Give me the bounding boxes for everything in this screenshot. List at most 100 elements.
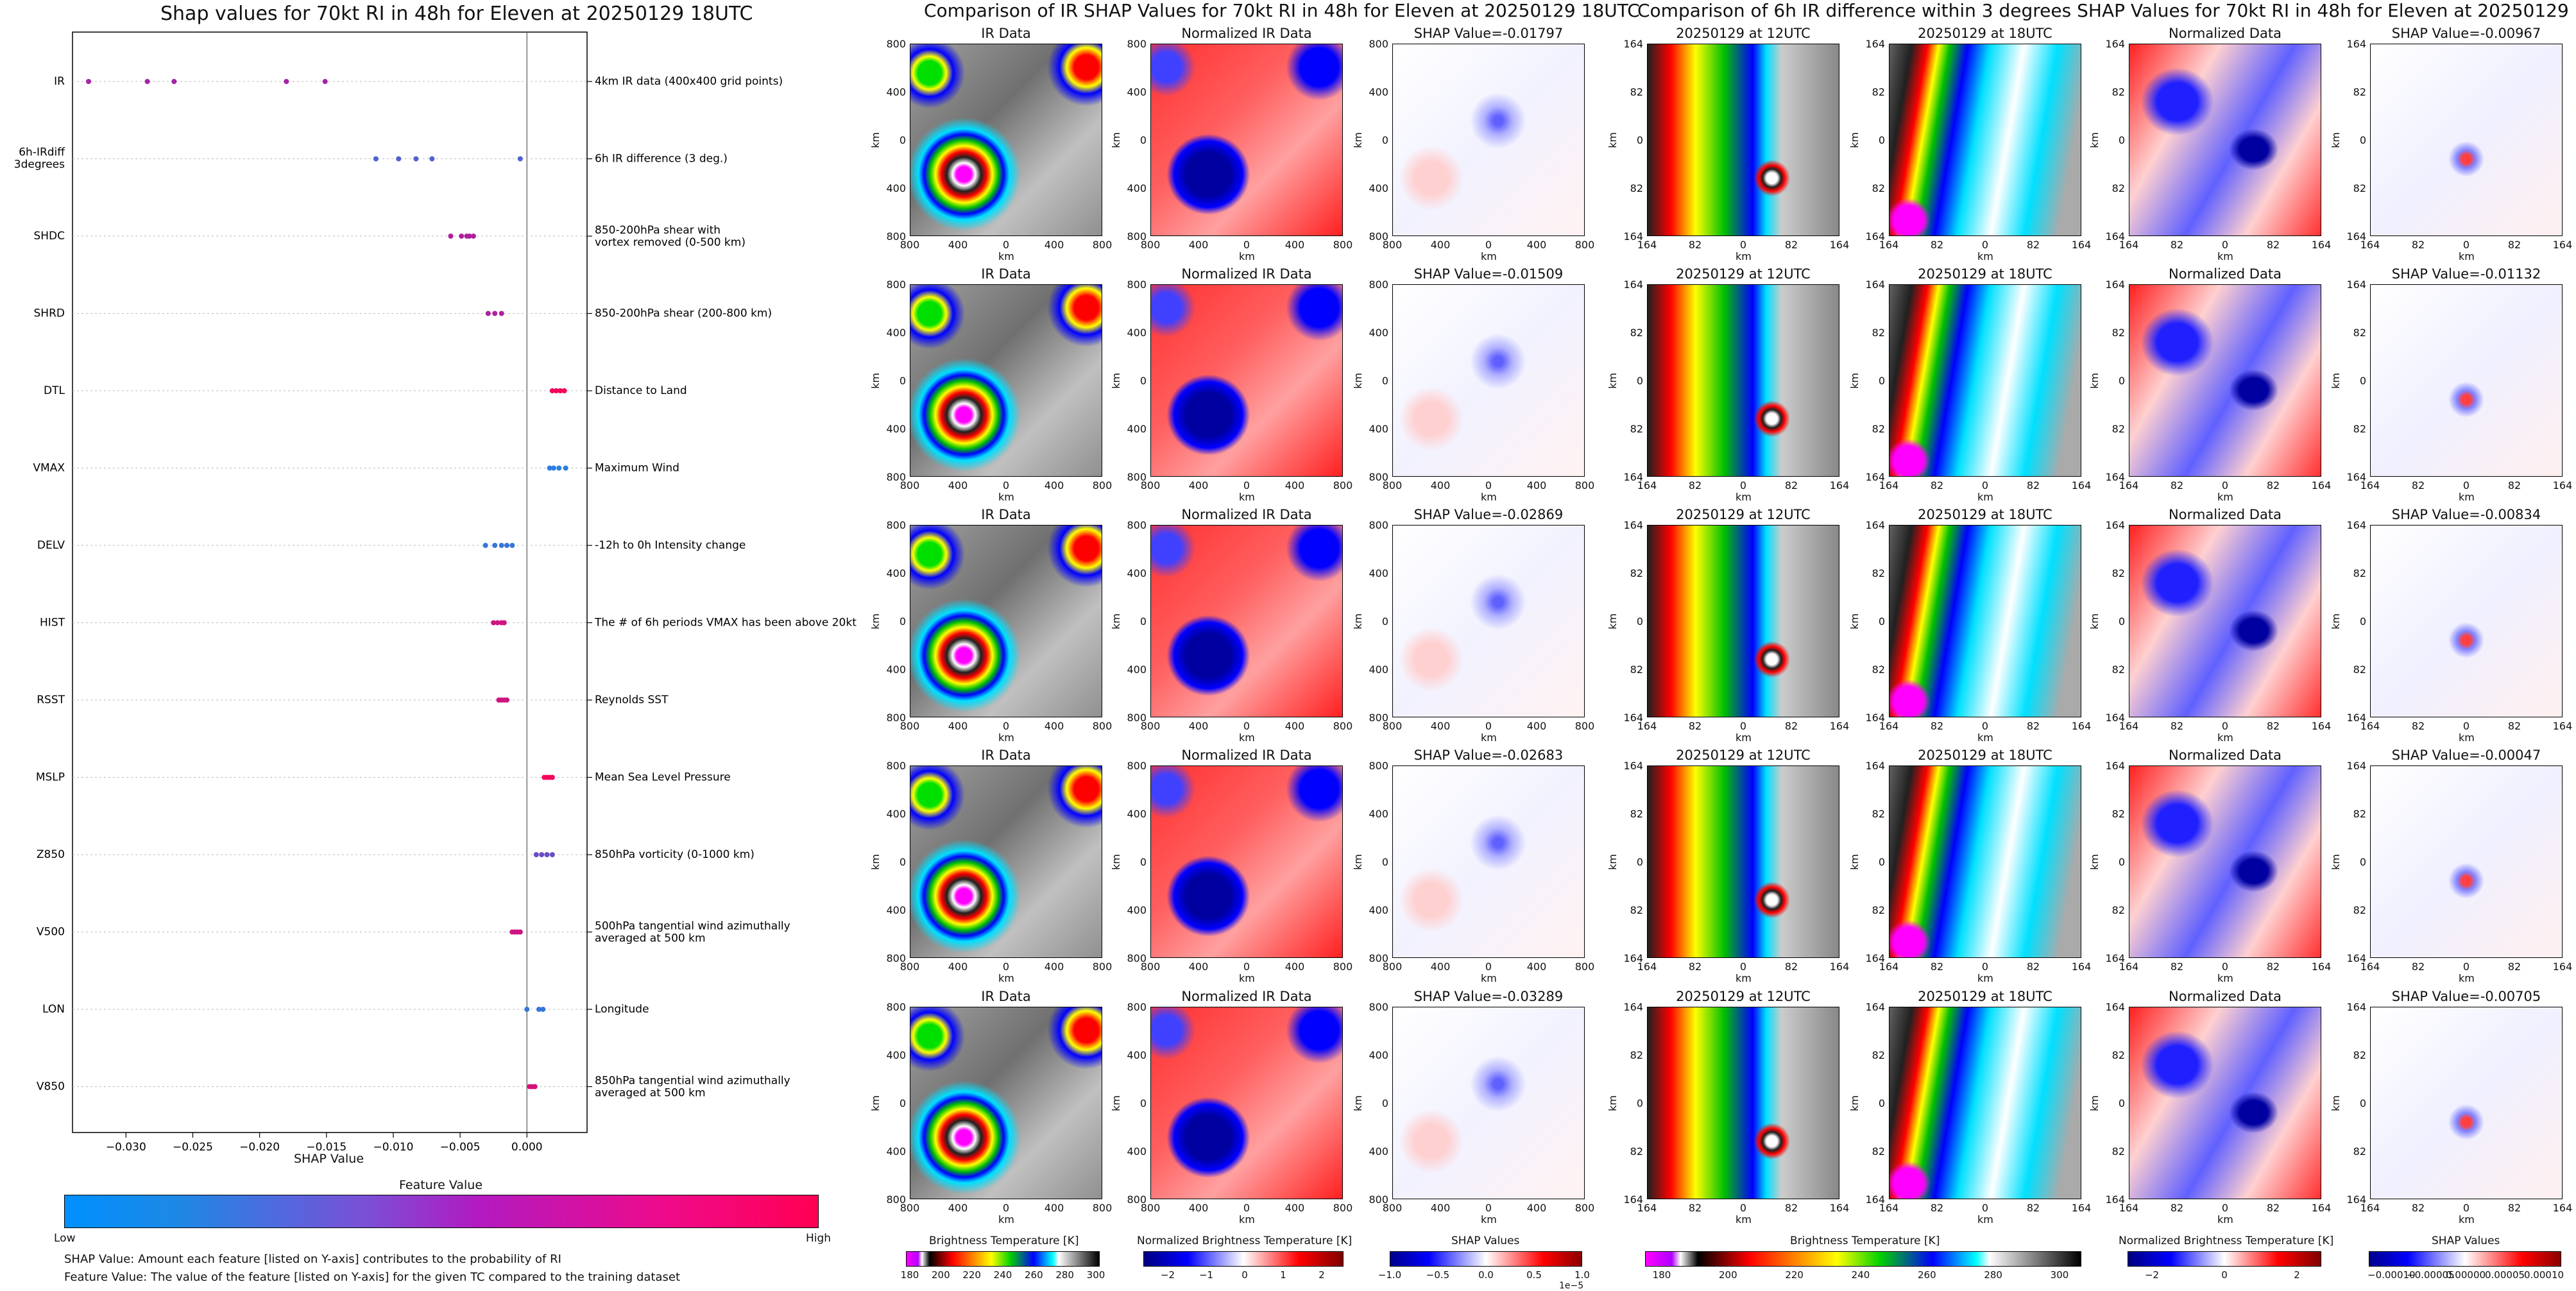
colorbar-tick-label: 0.0 [1478, 1269, 1494, 1281]
x-tick-label: 82 [2170, 239, 2184, 251]
y-axis-label: km [2329, 373, 2342, 389]
x-axis-label: km [1736, 250, 1752, 262]
x-tick-label: 82 [2266, 1202, 2280, 1214]
x-tick-label: 164 [2119, 961, 2139, 973]
y-tick-label: 400 [886, 423, 906, 435]
panel-title: SHAP Value=-0.00967 [2391, 26, 2541, 41]
y-tick-label: 800 [1127, 1193, 1147, 1206]
x-tick-label: 82 [1784, 961, 1798, 973]
colorbar-tick-label: 0.5 [1526, 1269, 1542, 1281]
y-tick-label: 82 [2111, 86, 2125, 98]
x-tick-label: 164 [2071, 961, 2092, 973]
x-tick-label: 82 [2266, 961, 2280, 973]
y-tick-label: 164 [2105, 1001, 2125, 1013]
x-tick-label: 82 [2411, 720, 2425, 732]
image-panel [910, 525, 1102, 717]
x-tick-label: 82 [2026, 479, 2040, 492]
y-tick-label: 82 [2111, 182, 2125, 194]
y-tick-label: 800 [1127, 471, 1147, 483]
x-axis-label: km [1736, 731, 1752, 744]
x-tick-label: 164 [2552, 239, 2573, 251]
shap-point [482, 543, 488, 548]
x-tick-label: 82 [2411, 1202, 2425, 1214]
x-tick-label: 0 [1739, 239, 1747, 251]
ir-brightness-colorbar [906, 1251, 1100, 1267]
shap-point [549, 388, 555, 393]
x-tick-label: 164 [2360, 1202, 2380, 1214]
x-tick-label: 400 [1430, 1202, 1451, 1214]
y-tick-label: 82 [1630, 904, 1643, 916]
image-panel [2370, 284, 2563, 477]
image-panel [910, 1007, 1102, 1199]
x-axis-label: km [1977, 250, 1993, 262]
image-panel [2370, 44, 2563, 236]
shap-summary-title: Shap values for 70kt RI in 48h for Eleve… [160, 3, 753, 25]
y-tick-label: 164 [2105, 471, 2125, 483]
y-tick-label: 164 [2346, 278, 2366, 291]
shap-point [373, 156, 379, 162]
y-tick-label: 800 [1369, 230, 1388, 243]
x-tick-label: 800 [1092, 239, 1113, 251]
panel-title: 20250129 at 12UTC [1676, 266, 1811, 282]
y-tick-label: 82 [1630, 182, 1643, 194]
y-tick-label: 82 [2111, 423, 2125, 435]
x-tick-label: 800 [1574, 961, 1595, 973]
x-axis-label: km [998, 972, 1014, 984]
y-tick-label: 400 [1127, 567, 1147, 579]
colorbar-tick-label: 240 [1851, 1269, 1870, 1281]
x-tick-label: 164 [1879, 239, 1899, 251]
y-tick-label: 164 [1865, 1001, 1885, 1013]
irdiff-brightness-colorbar [1645, 1251, 2081, 1267]
panel-title: Normalized Data [2169, 989, 2282, 1004]
panel-title: SHAP Value=-0.01132 [2391, 266, 2541, 282]
y-tick-label: 82 [2353, 904, 2366, 916]
shap-point [517, 156, 523, 162]
x-tick-label: 800 [900, 961, 920, 973]
x-axis-label: km [1977, 972, 1993, 984]
x-tick-label: 164 [2311, 239, 2332, 251]
y-tick-label: 800 [1127, 1001, 1147, 1013]
x-axis-label: km [2459, 491, 2475, 503]
x-axis-label: km [998, 731, 1014, 744]
x-axis-label: km [998, 1213, 1014, 1226]
image-panel [1150, 44, 1343, 236]
feature-label: V500 [37, 926, 65, 939]
y-tick-label: 164 [1623, 712, 1643, 724]
shap-point [554, 388, 559, 393]
y-tick-label: 800 [1369, 1001, 1388, 1013]
panel-title: 20250129 at 12UTC [1676, 989, 1811, 1004]
y-tick-label: 164 [2105, 760, 2125, 772]
x-axis-label: km [2459, 1213, 2475, 1226]
y-tick-label: 82 [2353, 1145, 2366, 1158]
y-tick-label: 164 [2105, 278, 2125, 291]
y-axis-label: km [1606, 613, 1619, 629]
feature-label: IR [54, 75, 65, 88]
y-tick-label: 164 [2105, 1193, 2125, 1206]
y-tick-label: 164 [2105, 230, 2125, 243]
colorbar-tick-label: −2 [1160, 1269, 1175, 1281]
colorbar-tick-label: 260 [1025, 1269, 1043, 1281]
y-axis-label: km [1109, 132, 1122, 148]
panel-title: Normalized Data [2169, 266, 2282, 282]
x-tick-label: 800 [1140, 479, 1161, 492]
y-tick-label: 164 [2346, 519, 2366, 531]
y-tick-label: 0 [2118, 856, 2125, 868]
x-axis-label: km [2459, 250, 2475, 262]
y-tick-label: 164 [1865, 712, 1885, 724]
x-tick-label: 82 [2507, 479, 2521, 492]
y-tick-label: 164 [1623, 1193, 1643, 1206]
y-tick-label: 82 [2353, 423, 2366, 435]
y-axis-label: km [2088, 1095, 2101, 1111]
x-tick-label: 0 [1739, 961, 1747, 973]
shap-point [544, 852, 550, 857]
colorbar-tick-label: 240 [993, 1269, 1012, 1281]
y-axis-label: km [1109, 854, 1122, 870]
colorbar-tick-label: 220 [962, 1269, 981, 1281]
shap-point [492, 311, 498, 316]
y-tick-label: 164 [2346, 1001, 2366, 1013]
y-tick-label: 82 [1872, 86, 1885, 98]
y-axis-label: km [1351, 613, 1364, 629]
x-tick-label: 400 [1044, 961, 1064, 973]
shap-note-2: Feature Value: The value of the feature … [64, 1270, 681, 1284]
x-tick-label: 0 [1243, 961, 1250, 973]
